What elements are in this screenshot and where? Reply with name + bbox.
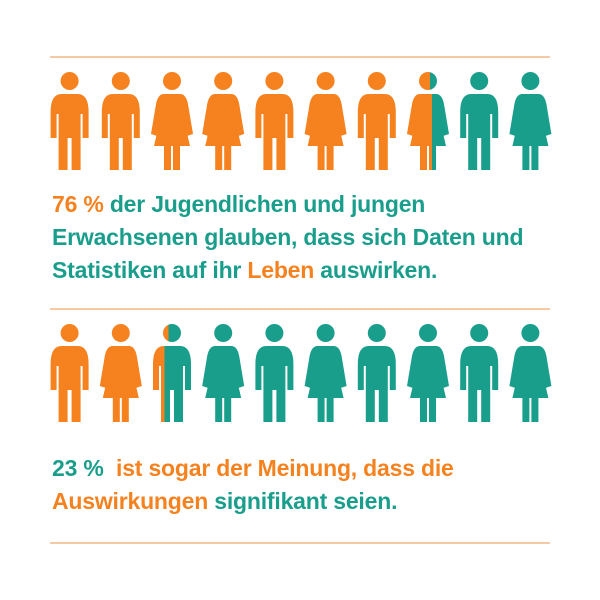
person-shape xyxy=(111,324,130,342)
person-shape xyxy=(357,94,396,170)
person-shape xyxy=(265,324,284,342)
person-male-icon xyxy=(460,324,499,422)
person-shape xyxy=(509,346,552,422)
person-shape xyxy=(60,324,79,342)
person-shape xyxy=(509,94,552,170)
person-shape xyxy=(470,324,489,342)
person-shape xyxy=(460,94,499,170)
person-shape xyxy=(163,72,181,90)
icon-row-23-percent xyxy=(50,324,552,422)
person-shape xyxy=(50,94,89,170)
person-shape xyxy=(357,346,396,422)
person-shape xyxy=(111,72,130,90)
statement-segment: 23 % xyxy=(52,455,110,481)
person-shape xyxy=(50,346,89,422)
person-shape xyxy=(407,94,449,170)
person-female-icon xyxy=(407,72,449,170)
person-shape xyxy=(163,324,181,342)
person-male-icon xyxy=(101,72,140,170)
statement-76-percent: 76 % der Jugendlichen und jungen Erwachs… xyxy=(52,188,552,287)
divider-bottom xyxy=(50,542,550,544)
person-shape xyxy=(214,72,233,90)
person-shape xyxy=(460,346,499,422)
statement-segment: Auswirkungen xyxy=(52,488,209,514)
statement-segment: der Jugendlichen und jungen Erwachsenen … xyxy=(52,191,530,283)
person-shape xyxy=(255,94,294,170)
person-male-icon xyxy=(460,72,499,170)
statement-23-percent: 23 % ist sogar der Meinung, dass die Aus… xyxy=(52,452,552,518)
person-shape xyxy=(151,94,193,170)
person-shape xyxy=(470,72,489,90)
statement-segment: Leben xyxy=(247,257,315,283)
person-shape xyxy=(367,72,386,90)
icon-row-76-percent xyxy=(50,72,552,170)
divider-top xyxy=(50,56,550,58)
person-shape xyxy=(265,72,284,90)
person-male-icon xyxy=(357,72,396,170)
person-female-icon xyxy=(99,324,142,422)
person-female-icon xyxy=(202,324,245,422)
person-shape xyxy=(316,324,335,342)
statement-segment: signifikant seien. xyxy=(208,488,398,514)
person-shape xyxy=(60,72,79,90)
person-shape xyxy=(255,346,294,422)
divider-middle xyxy=(50,308,550,310)
person-female-icon xyxy=(304,72,347,170)
person-shape xyxy=(214,324,233,342)
person-shape xyxy=(367,324,386,342)
person-shape xyxy=(419,72,437,90)
person-female-icon xyxy=(509,324,552,422)
person-male-icon xyxy=(357,324,396,422)
person-shape xyxy=(153,346,191,422)
person-shape xyxy=(316,72,335,90)
person-shape xyxy=(101,94,140,170)
person-shape xyxy=(202,346,245,422)
person-female-icon xyxy=(151,72,193,170)
person-male-icon xyxy=(255,324,294,422)
person-shape xyxy=(202,94,245,170)
person-shape xyxy=(419,324,437,342)
person-female-icon xyxy=(304,324,347,422)
statement-segment: 76 % xyxy=(52,191,104,217)
person-shape xyxy=(521,72,540,90)
person-male-icon xyxy=(153,324,191,422)
person-female-icon xyxy=(509,72,552,170)
person-female-icon xyxy=(407,324,449,422)
person-male-icon xyxy=(255,72,294,170)
person-shape xyxy=(521,324,540,342)
statement-segment: ist sogar der Meinung, dass die xyxy=(109,455,459,481)
person-shape xyxy=(304,94,347,170)
statement-segment: auswirken. xyxy=(314,257,438,283)
person-female-icon xyxy=(202,72,245,170)
person-shape xyxy=(99,346,142,422)
person-shape xyxy=(407,346,449,422)
person-shape xyxy=(304,346,347,422)
person-male-icon xyxy=(50,72,89,170)
person-male-icon xyxy=(50,324,89,422)
